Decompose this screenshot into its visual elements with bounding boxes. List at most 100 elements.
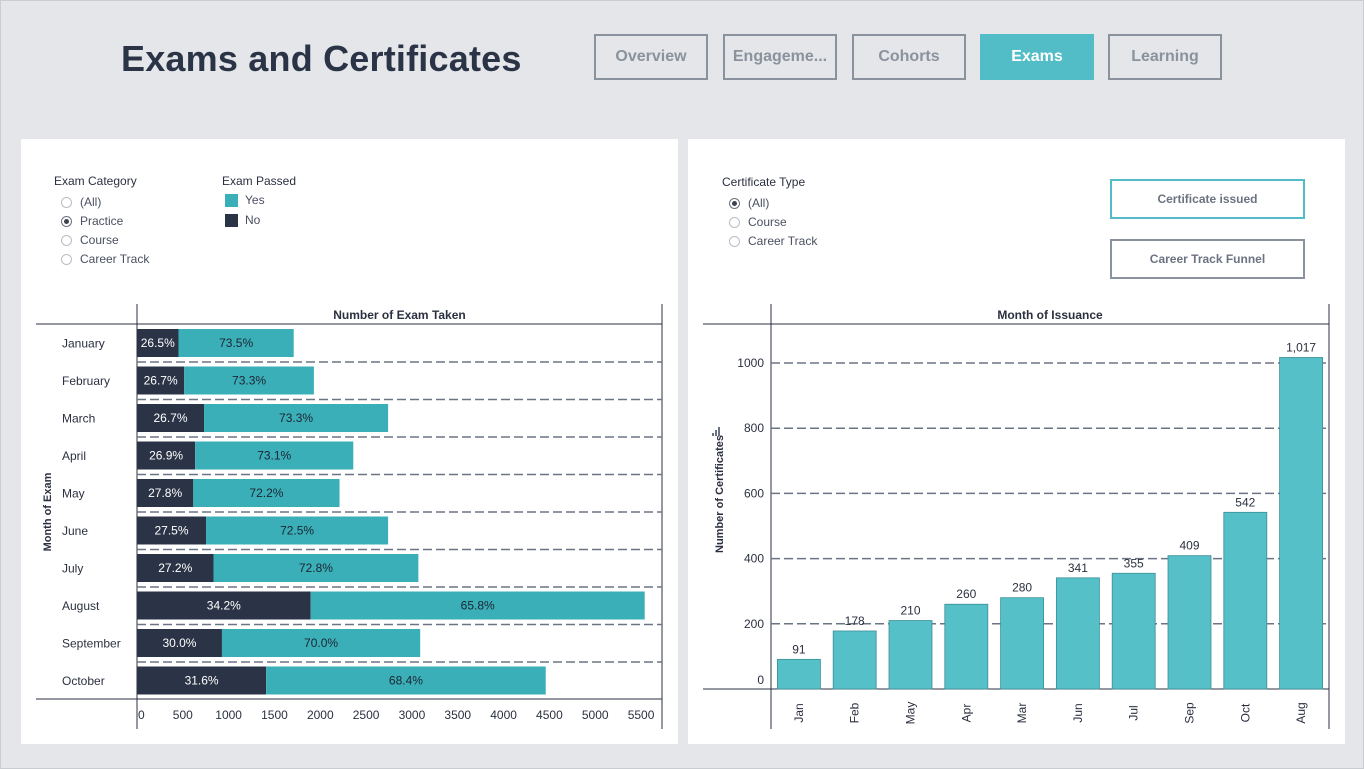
exams-panel: Exam Category (All) Practice Course Care… — [21, 139, 678, 744]
tab-engagement[interactable]: Engageme... — [723, 34, 837, 80]
data-label-yes: 73.3% — [232, 374, 266, 388]
tab-learning[interactable]: Learning — [1108, 34, 1222, 80]
data-label: 341 — [1068, 561, 1088, 575]
x-tick-label: Jan — [792, 703, 806, 722]
exam-category-option-all[interactable]: (All) — [61, 195, 101, 209]
data-label: 1,017 — [1286, 340, 1316, 354]
legend-item-no[interactable]: No — [225, 213, 260, 227]
option-label: (All) — [748, 196, 770, 210]
data-label: 409 — [1179, 539, 1199, 553]
radio-icon — [61, 196, 72, 208]
tab-exams[interactable]: Exams — [980, 34, 1094, 80]
data-label-no: 26.9% — [149, 449, 183, 463]
data-label-yes: 72.8% — [299, 561, 333, 575]
data-label-no: 34.2% — [207, 599, 241, 613]
exam-category-option-course[interactable]: Course — [61, 233, 119, 247]
legend-swatch — [225, 193, 238, 207]
data-label-yes: 73.1% — [257, 449, 291, 463]
certificate-type-option-course[interactable]: Course — [729, 215, 787, 229]
legend-label: Yes — [245, 193, 265, 207]
category-label: October — [62, 674, 105, 688]
x-tick-label: 0 — [138, 708, 145, 722]
data-label-no: 26.5% — [141, 336, 175, 350]
bar — [1111, 572, 1156, 690]
exam-category-title: Exam Category — [54, 174, 137, 188]
category-label: March — [62, 412, 95, 426]
bar — [1279, 357, 1323, 690]
y-tick-label: 0 — [757, 673, 764, 687]
option-label: Career Track — [80, 252, 150, 266]
bar-no — [137, 479, 194, 507]
legend-item-yes[interactable]: Yes — [225, 193, 265, 207]
x-tick-label: 500 — [173, 708, 193, 722]
exam-category-option-career-track[interactable]: Career Track — [61, 252, 149, 266]
category-label: September — [62, 637, 121, 651]
bar-no — [137, 629, 222, 657]
career-track-funnel-button[interactable]: Career Track Funnel — [1110, 239, 1305, 279]
radio-icon — [729, 216, 740, 228]
x-tick-label: Sep — [1183, 702, 1197, 724]
x-tick-label: 1000 — [215, 708, 242, 722]
x-tick-label: 5500 — [628, 708, 655, 722]
tab-overview[interactable]: Overview — [594, 34, 708, 80]
data-label-no: 26.7% — [154, 411, 188, 425]
bar-yes — [204, 404, 389, 432]
bar-no — [137, 554, 214, 582]
bar — [832, 630, 877, 690]
x-tick-label: 4000 — [490, 708, 517, 722]
chart-title: Month of Issuance — [997, 308, 1103, 322]
category-label: April — [62, 449, 86, 463]
bar — [888, 620, 933, 690]
data-label: 355 — [1124, 556, 1144, 570]
certificate-issued-button[interactable]: Certificate issued — [1110, 179, 1305, 219]
bar-no — [137, 441, 196, 470]
option-label: (All) — [80, 195, 102, 209]
data-label-yes: 68.4% — [389, 674, 423, 688]
exam-stacked-bar-chart: Number of Exam Taken Month of Exam January… — [36, 304, 663, 729]
bar-no — [137, 366, 185, 395]
bar-yes — [184, 366, 314, 395]
option-label: Course — [748, 215, 787, 229]
bar — [1000, 597, 1045, 690]
x-tick-label: 1500 — [261, 708, 288, 722]
data-label: 178 — [845, 614, 865, 628]
bar-yes — [310, 591, 645, 620]
x-tick-label: Aug — [1294, 702, 1308, 723]
data-label-yes: 72.5% — [280, 524, 314, 538]
exam-category-option-practice[interactable]: Practice — [61, 214, 123, 228]
certificates-panel: Certificate Type (All) Course Career Tra… — [688, 139, 1345, 744]
category-label: August — [62, 599, 100, 613]
sort-icon — [718, 427, 720, 436]
exam-passed-title: Exam Passed — [222, 174, 297, 188]
option-label: Practice — [80, 214, 124, 228]
y-axis-title: Month of Exam — [42, 472, 54, 551]
data-label-no: 30.0% — [162, 636, 196, 650]
y-axis-title: Number of Certificates — [714, 435, 726, 553]
x-tick-label: 3500 — [444, 708, 471, 722]
data-label-no: 27.2% — [158, 561, 192, 575]
y-tick-label: 800 — [744, 421, 764, 435]
category-label: June — [62, 524, 88, 538]
certificate-type-option-career-track[interactable]: Career Track — [729, 234, 817, 248]
x-tick-label: Oct — [1238, 703, 1252, 722]
tab-cohorts[interactable]: Cohorts — [852, 34, 966, 80]
bar-yes — [221, 629, 421, 657]
bar-yes — [178, 329, 294, 357]
sort-icon — [715, 430, 717, 436]
certificate-type-option-all[interactable]: (All) — [729, 196, 769, 210]
bar — [1223, 511, 1268, 690]
y-tick-label: 600 — [744, 486, 764, 500]
bar-no — [137, 329, 179, 357]
data-label-yes: 72.2% — [249, 486, 283, 500]
bar — [777, 658, 821, 690]
option-label: Career Track — [748, 234, 818, 248]
bar-yes — [213, 554, 419, 582]
category-label: February — [62, 374, 110, 388]
data-label-no: 26.7% — [144, 374, 178, 388]
category-label: May — [62, 487, 85, 501]
data-label-no: 31.6% — [185, 674, 219, 688]
legend-label: No — [245, 213, 261, 227]
x-tick-label: 4500 — [536, 708, 563, 722]
radio-selected-icon — [729, 197, 740, 209]
y-tick-label: 200 — [744, 617, 764, 631]
